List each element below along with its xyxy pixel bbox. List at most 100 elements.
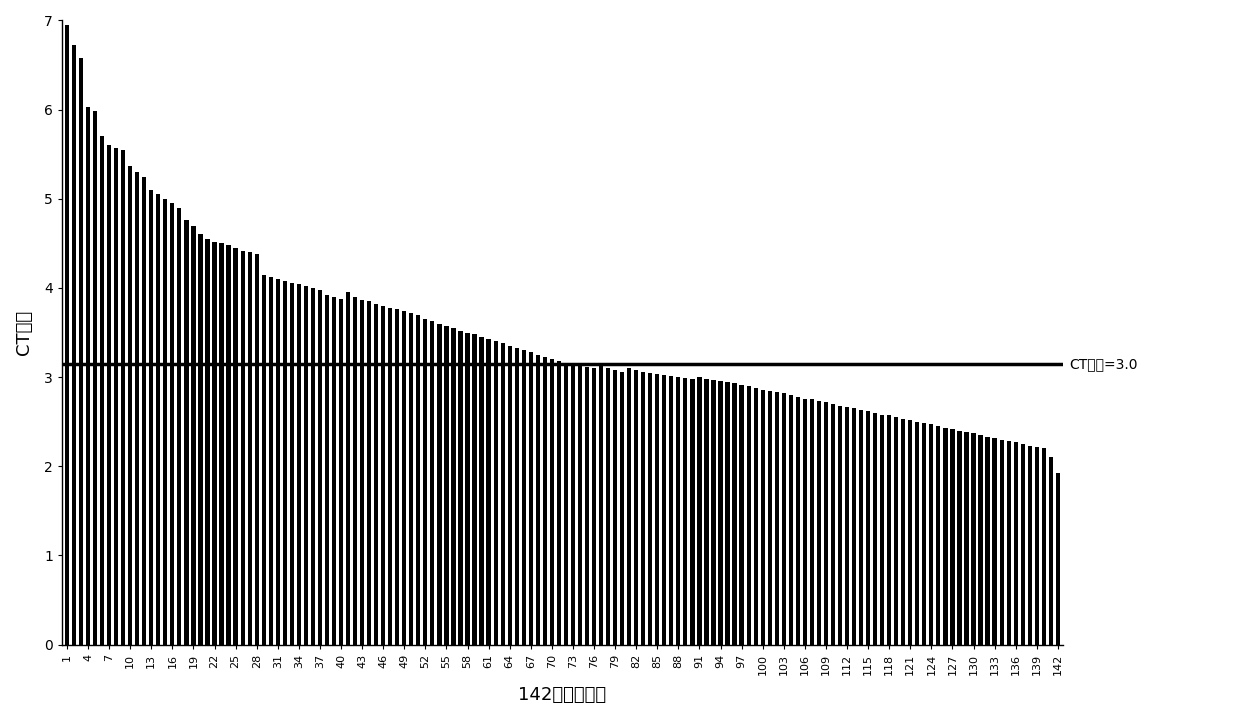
Bar — [177, 208, 181, 645]
Bar — [655, 374, 660, 645]
Bar — [880, 415, 884, 645]
Bar — [296, 285, 301, 645]
Bar — [283, 281, 286, 645]
Bar — [396, 309, 399, 645]
Bar — [549, 360, 554, 645]
Bar — [353, 297, 357, 645]
Bar — [494, 342, 497, 645]
Bar — [381, 306, 386, 645]
Bar — [543, 357, 547, 645]
Bar — [844, 406, 849, 645]
Bar — [852, 408, 856, 645]
Bar — [768, 390, 771, 645]
Bar — [894, 417, 898, 645]
Bar — [486, 339, 491, 645]
Bar — [219, 244, 223, 645]
Bar — [212, 242, 217, 645]
Bar — [191, 226, 196, 645]
Bar — [515, 348, 518, 645]
Bar — [957, 431, 961, 645]
Bar — [929, 424, 934, 645]
Bar — [718, 380, 723, 645]
Bar — [346, 293, 350, 645]
Y-axis label: CT比值: CT比值 — [15, 310, 33, 355]
Bar — [64, 25, 69, 645]
Bar — [1034, 446, 1039, 645]
Bar — [704, 379, 708, 645]
Bar — [599, 367, 603, 645]
Bar — [564, 363, 568, 645]
Bar — [775, 393, 779, 645]
Bar — [79, 58, 83, 645]
Bar — [712, 380, 715, 645]
Bar — [311, 288, 315, 645]
Bar — [536, 355, 539, 645]
Bar — [944, 428, 947, 645]
Bar — [999, 439, 1003, 645]
Bar — [873, 413, 877, 645]
Bar — [480, 337, 484, 645]
Bar — [1028, 446, 1032, 645]
Bar — [733, 383, 737, 645]
Bar — [409, 313, 413, 645]
Bar — [789, 395, 792, 645]
Bar — [613, 370, 618, 645]
Bar — [591, 368, 596, 645]
Bar — [114, 148, 118, 645]
Bar — [606, 368, 610, 645]
Bar — [585, 367, 589, 645]
Bar — [444, 326, 449, 645]
Bar — [122, 150, 125, 645]
Bar — [227, 245, 231, 645]
Bar — [887, 416, 892, 645]
Bar — [810, 400, 813, 645]
Bar — [802, 398, 807, 645]
Bar — [670, 376, 673, 645]
Bar — [241, 250, 244, 645]
Bar — [107, 145, 112, 645]
Bar — [936, 426, 940, 645]
Bar — [691, 379, 694, 645]
Bar — [578, 367, 582, 645]
Bar — [986, 437, 990, 645]
Bar — [388, 308, 392, 645]
Bar — [156, 194, 160, 645]
Bar — [304, 286, 308, 645]
Bar — [915, 422, 919, 645]
Bar — [472, 334, 476, 645]
Bar — [831, 404, 835, 645]
Bar — [641, 372, 645, 645]
Bar — [557, 361, 560, 645]
Bar — [233, 248, 238, 645]
Bar — [269, 278, 273, 645]
Bar — [950, 429, 955, 645]
Bar — [254, 254, 259, 645]
Bar — [859, 410, 863, 645]
Bar — [317, 290, 322, 645]
Bar — [522, 350, 526, 645]
Bar — [100, 137, 104, 645]
Bar — [965, 432, 968, 645]
Bar — [838, 406, 842, 645]
Bar — [206, 239, 210, 645]
Bar — [570, 365, 575, 645]
Bar — [374, 304, 378, 645]
Bar — [86, 107, 91, 645]
Bar — [451, 328, 455, 645]
Bar — [823, 402, 828, 645]
Bar — [164, 199, 167, 645]
Bar — [360, 300, 365, 645]
Bar — [1049, 457, 1053, 645]
Bar — [248, 252, 252, 645]
Bar — [149, 190, 154, 645]
Bar — [501, 343, 505, 645]
Bar — [1013, 442, 1018, 645]
Bar — [683, 378, 687, 645]
Bar — [754, 388, 758, 645]
Bar — [339, 298, 343, 645]
Bar — [128, 166, 133, 645]
Bar — [290, 283, 294, 645]
Bar — [866, 411, 870, 645]
Bar — [459, 331, 463, 645]
Bar — [507, 346, 512, 645]
